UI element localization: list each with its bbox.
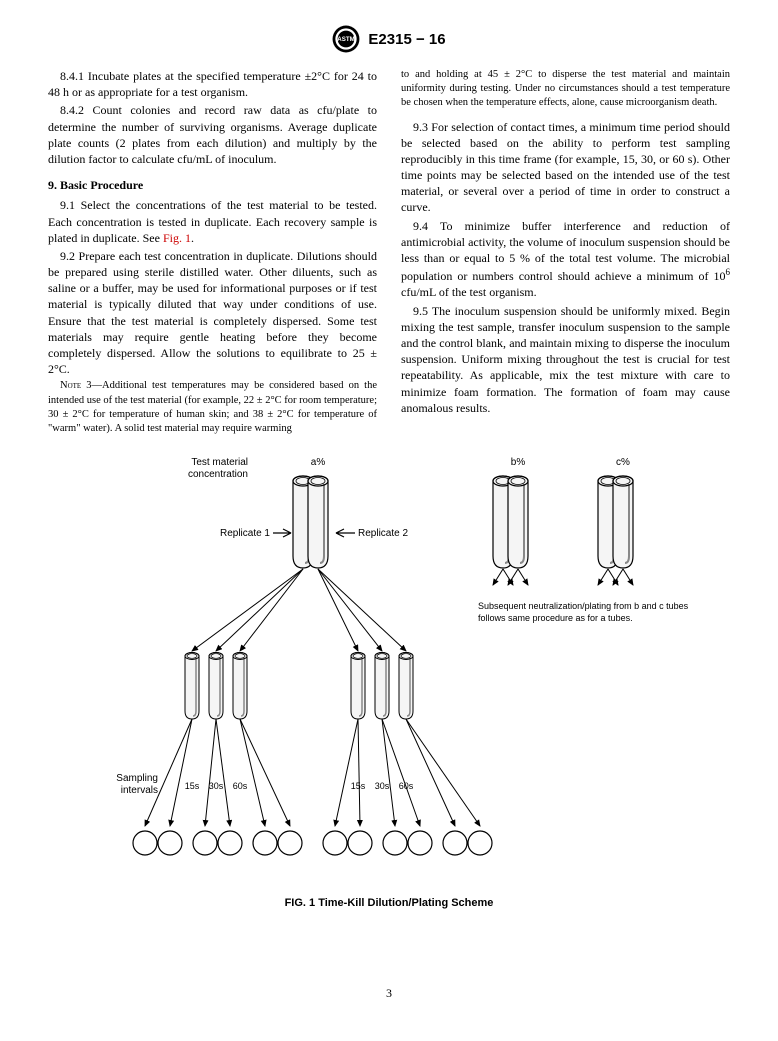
label-30s-1: 30s [209,781,224,791]
para-9-3: 9.3 For selection of contact times, a mi… [401,119,730,216]
label-60s-1: 60s [233,781,248,791]
label-c-pct: c% [616,457,630,468]
para-9-4: 9.4 To minimize buffer interference and … [401,218,730,301]
section-9-heading: 9. Basic Procedure [48,177,377,193]
astm-logo: ASTM [332,25,360,53]
page-number: 3 [0,986,778,1001]
label-b-pct: b% [511,457,526,468]
svg-text:ASTM: ASTM [338,36,355,43]
label-sampling: Sampling [116,773,158,784]
label-subsequent-2: follows same procedure as for a tubes. [478,613,633,623]
label-30s-2: 30s [375,781,390,791]
label-subsequent-1: Subsequent neutralization/plating from b… [478,601,689,611]
left-column: 8.4.1 Incubate plates at the specified t… [48,68,377,436]
label-a-pct: a% [311,457,326,468]
para-9-4-exponent: 6 [726,267,731,277]
fig-1-reference: Fig. 1 [163,231,191,245]
right-column: to and holding at 45 ± 2°C to disperse t… [401,68,730,436]
para-9-4-text-b: cfu/mL of the test organism. [401,285,537,299]
label-replicate-1: Replicate 1 [220,528,270,539]
two-column-content: 8.4.1 Incubate plates at the specified t… [0,68,778,436]
para-9-1: 9.1 Select the concentrations of the tes… [48,197,377,246]
note-3-label: Note 3 [60,380,92,391]
page-header: ASTM E2315 − 16 [0,0,778,68]
para-8-4-1: 8.4.1 Incubate plates at the specified t… [48,68,377,100]
figure-1: Test material concentration a% b% c% Rep… [0,436,778,909]
figure-1-caption: FIG. 1 Time-Kill Dilution/Plating Scheme [48,897,730,909]
para-8-4-2: 8.4.2 Count colonies and record raw data… [48,102,377,167]
figure-1-svg: Test material concentration a% b% c% Rep… [48,451,730,891]
para-9-4-text-a: 9.4 To minimize buffer interference and … [401,219,730,284]
para-9-5: 9.5 The inoculum suspension should be un… [401,303,730,416]
note-3-text: —Additional test temperatures may be con… [48,380,377,434]
document-id: E2315 − 16 [368,31,445,48]
label-replicate-2: Replicate 2 [358,528,408,539]
label-concentration: concentration [188,469,248,480]
para-9-1-text-a: 9.1 Select the concentrations of the tes… [48,198,377,244]
label-15s-2: 15s [351,781,366,791]
label-15s-1: 15s [185,781,200,791]
note-3: Note 3—Additional test temperatures may … [48,379,377,436]
para-9-2: 9.2 Prepare each test concentration in d… [48,248,377,378]
label-test-material: Test material [191,457,248,468]
label-intervals: intervals [121,785,158,796]
para-9-2-continued: to and holding at 45 ± 2°C to disperse t… [401,68,730,111]
para-9-1-text-b: . [191,231,194,245]
